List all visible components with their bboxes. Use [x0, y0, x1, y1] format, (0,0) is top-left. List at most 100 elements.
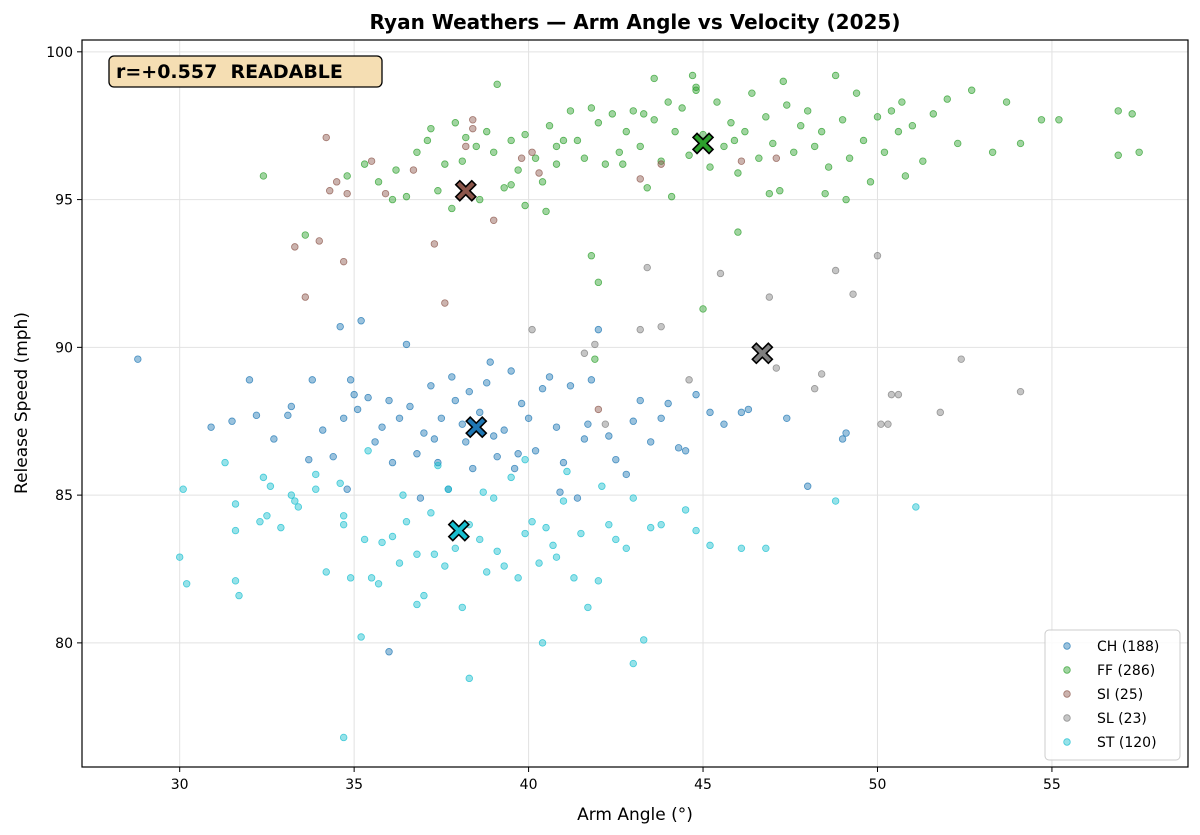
point-ch — [744, 405, 753, 414]
point-ff — [1055, 116, 1063, 124]
point-ch — [657, 414, 665, 422]
point-ff — [392, 166, 400, 174]
point-ff — [629, 107, 637, 115]
point-ff — [594, 119, 603, 127]
legend-label: CH (188) — [1097, 639, 1159, 655]
point-ch — [308, 376, 316, 384]
point-ch — [514, 450, 522, 458]
y-tick-label: 95 — [55, 193, 73, 209]
point-si — [430, 240, 439, 248]
centroid-st — [447, 519, 470, 542]
point-ff — [859, 136, 868, 145]
point-ff — [817, 127, 826, 136]
series-ch — [134, 317, 850, 656]
point-ff — [1037, 116, 1046, 124]
point-si — [409, 166, 418, 174]
chart-title: Ryan Weathers — Arm Angle vs Velocity (2… — [370, 10, 901, 34]
legend-item-ff: FF (286) — [1063, 663, 1155, 679]
point-ch — [692, 390, 700, 399]
data-points — [134, 71, 1143, 742]
point-st — [570, 574, 578, 582]
point-ff — [643, 184, 651, 192]
point-ch — [245, 376, 254, 384]
correlation-annotation: r=+0.557 READABLE — [108, 55, 383, 88]
point-ff — [720, 142, 728, 151]
point-st — [427, 509, 435, 517]
legend-marker — [1063, 642, 1071, 650]
point-ch — [458, 420, 466, 428]
point-ch — [706, 408, 714, 417]
point-ch — [402, 340, 411, 349]
point-ff — [838, 116, 847, 124]
point-ch — [430, 435, 439, 443]
point-ch — [388, 458, 397, 467]
point-st — [339, 512, 348, 520]
point-ff — [755, 154, 763, 162]
point-ff — [507, 181, 515, 189]
series-ff — [259, 71, 1143, 363]
point-si — [594, 405, 603, 414]
x-tick-label: 50 — [869, 777, 887, 793]
x-tick-label: 30 — [171, 777, 189, 793]
point-ch — [489, 432, 498, 440]
point-st — [231, 500, 240, 508]
point-st — [563, 467, 571, 476]
point-ch — [584, 420, 592, 428]
gridlines — [82, 40, 1188, 767]
point-sl — [643, 263, 651, 272]
x-tick-label: 55 — [1043, 777, 1061, 793]
point-ff — [545, 122, 554, 130]
point-ch — [207, 423, 215, 431]
point-st — [549, 541, 557, 550]
point-ch — [559, 458, 568, 467]
point-ff — [734, 169, 742, 177]
point-st — [402, 518, 411, 526]
point-sl — [657, 322, 665, 331]
point-ff — [360, 160, 369, 168]
point-ff — [664, 98, 672, 106]
point-st — [521, 455, 529, 464]
point-ff — [919, 157, 927, 165]
point-sl — [772, 364, 781, 372]
point-ff — [601, 160, 610, 168]
point-ch — [622, 470, 630, 479]
point-ff — [678, 104, 686, 112]
point-st — [312, 485, 320, 493]
point-ff — [343, 172, 351, 180]
point-si — [381, 189, 390, 198]
point-ff — [1016, 139, 1025, 148]
point-ff — [842, 195, 850, 204]
point-si — [441, 299, 449, 307]
point-st — [598, 482, 606, 490]
point-ff — [587, 252, 596, 260]
point-ch — [427, 382, 435, 390]
point-st — [294, 503, 303, 511]
point-si — [322, 133, 330, 142]
point-ff — [650, 116, 658, 124]
point-ch — [517, 399, 526, 408]
point-st — [451, 544, 460, 553]
point-ff — [413, 148, 421, 157]
point-ff — [458, 157, 466, 165]
point-si — [469, 116, 477, 124]
point-ch — [545, 373, 554, 381]
point-ch — [371, 438, 379, 446]
point-ff — [804, 107, 812, 115]
y-tick-label: 90 — [55, 340, 73, 356]
point-ff — [483, 127, 491, 136]
point-st — [235, 591, 243, 600]
point-ff — [776, 187, 784, 195]
point-ff — [688, 71, 697, 80]
point-st — [364, 447, 372, 455]
point-si — [326, 187, 334, 195]
point-ch — [406, 402, 414, 411]
point-ff — [622, 127, 630, 136]
point-ff — [790, 148, 798, 157]
point-ch — [451, 396, 460, 405]
point-ff — [797, 122, 805, 130]
point-sl — [528, 325, 536, 334]
point-ff — [427, 124, 435, 133]
point-st — [231, 526, 240, 535]
point-ff — [573, 136, 582, 145]
